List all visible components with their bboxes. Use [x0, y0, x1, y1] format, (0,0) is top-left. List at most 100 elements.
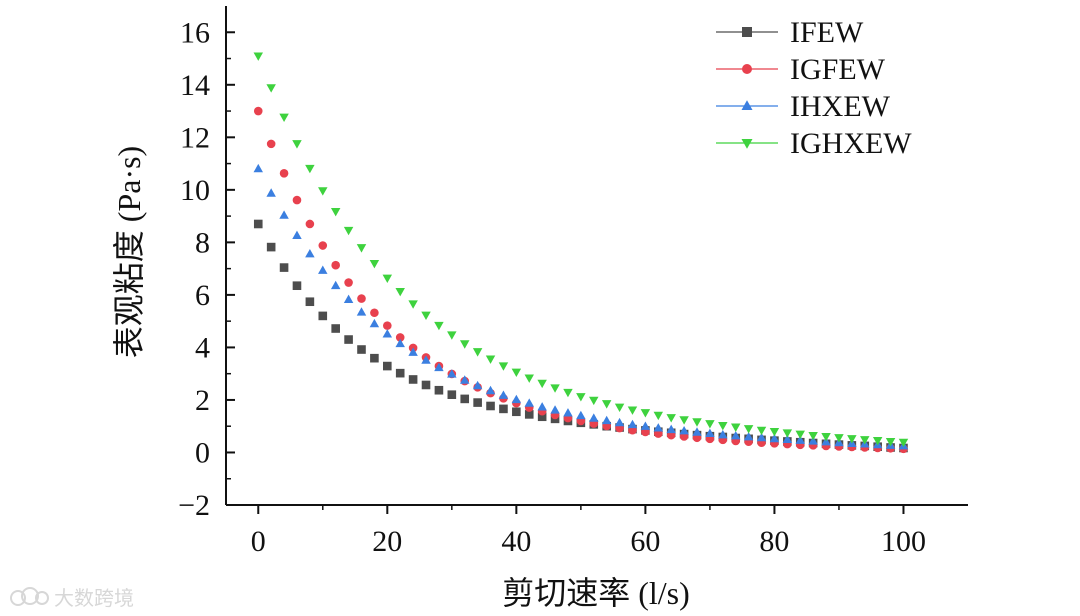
data-point-ifew	[499, 404, 508, 414]
data-point-ifew	[434, 385, 444, 395]
legend-label-igfew: IGFEW	[790, 53, 886, 86]
data-point-ihxew	[730, 430, 741, 440]
data-point-ighxew	[756, 426, 767, 436]
data-point-ihxew	[421, 355, 431, 364]
y-tick-label: 10	[180, 174, 210, 207]
data-point-ighxew	[627, 406, 638, 415]
data-point-ighxew	[898, 438, 909, 448]
legend-marker-igfew	[742, 64, 752, 74]
data-point-ihxew	[692, 427, 702, 436]
data-point-igfew	[344, 278, 353, 287]
x-tick-label: 100	[881, 525, 926, 558]
data-point-ihxew	[460, 375, 470, 384]
data-point-ighxew	[860, 436, 870, 445]
data-point-ighxew	[382, 274, 393, 284]
data-point-ihxew	[705, 428, 715, 438]
data-point-ighxew	[253, 52, 263, 61]
data-point-ighxew	[847, 435, 857, 444]
legend-marker-ifew	[742, 27, 752, 37]
data-point-ihxew	[782, 434, 793, 444]
watermark-text: 大数跨境	[54, 587, 134, 610]
data-point-ihxew	[330, 280, 341, 290]
data-point-ihxew	[537, 402, 547, 411]
data-point-ifew	[370, 353, 379, 363]
data-point-ifew	[318, 311, 328, 321]
data-point-igfew	[253, 106, 263, 116]
data-point-ighxew	[640, 409, 651, 418]
data-point-ihxew	[292, 230, 302, 239]
data-point-igfew	[357, 294, 366, 303]
data-point-ighxew	[666, 414, 676, 423]
data-point-igfew	[370, 308, 379, 318]
data-point-ighxew	[601, 400, 612, 409]
x-tick-label: 20	[372, 525, 402, 558]
data-point-ihxew	[511, 394, 522, 404]
data-point-ihxew	[343, 294, 354, 304]
y-axis-title: 表观粘度 (Pa·s)	[111, 146, 147, 358]
data-point-ighxew	[485, 355, 496, 364]
data-point-ifew	[460, 394, 470, 404]
data-point-ighxew	[318, 187, 328, 196]
data-point-ihxew	[640, 421, 651, 430]
data-point-ihxew	[795, 435, 805, 444]
data-point-ihxew	[576, 410, 586, 420]
data-point-ighxew	[369, 259, 380, 269]
data-point-ighxew	[718, 421, 728, 431]
cloud-logo-icon	[10, 587, 49, 606]
data-point-igfew	[318, 241, 328, 250]
data-point-ifew	[447, 390, 457, 399]
legend-item-igfew: IGFEW	[716, 53, 886, 86]
data-point-ifew	[512, 407, 521, 417]
data-point-ihxew	[563, 408, 573, 417]
data-point-ighxew	[460, 340, 470, 349]
y-tick-label: −2	[178, 489, 210, 522]
data-point-ighxew	[834, 434, 844, 443]
data-point-ihxew	[550, 405, 560, 414]
data-point-ighxew	[434, 321, 444, 331]
data-point-igfew	[266, 139, 276, 149]
y-tick-label: 12	[180, 121, 210, 154]
data-point-ifew	[473, 398, 482, 407]
data-point-ighxew	[511, 368, 522, 378]
data-point-ihxew	[472, 380, 483, 390]
data-point-ighxew	[808, 431, 818, 441]
data-point-ighxew	[589, 396, 599, 406]
data-point-ihxew	[524, 398, 534, 407]
data-point-ighxew	[692, 418, 702, 427]
x-tick-label: 80	[759, 525, 789, 558]
data-point-ifew	[331, 324, 340, 333]
x-tick-label: 40	[501, 525, 531, 558]
data-point-ifew	[408, 375, 418, 384]
data-point-ifew	[279, 263, 289, 272]
data-point-ighxew	[563, 388, 573, 398]
data-point-ihxew	[601, 415, 612, 425]
legend-label-ihxew: IHXEW	[790, 90, 891, 123]
data-point-ighxew	[872, 436, 883, 446]
data-point-ighxew	[705, 420, 715, 429]
data-point-ighxew	[266, 84, 276, 93]
data-point-ighxew	[576, 393, 586, 402]
data-point-ighxew	[408, 300, 418, 309]
data-point-ighxew	[472, 348, 483, 357]
data-point-ihxew	[653, 423, 664, 432]
y-tick-label: 6	[195, 279, 210, 312]
data-point-ighxew	[356, 244, 367, 253]
legend-marker-ighxew	[741, 139, 753, 149]
data-point-ihxew	[769, 433, 780, 443]
legend-marker-ihxew	[741, 100, 753, 110]
data-point-ighxew	[395, 288, 405, 297]
data-point-ighxew	[305, 164, 315, 174]
data-point-ighxew	[330, 207, 341, 217]
data-point-ihxew	[679, 425, 689, 435]
y-tick-label: 14	[180, 69, 210, 102]
data-point-ihxew	[318, 265, 328, 274]
data-point-ihxew	[356, 307, 367, 316]
legend-label-ighxew: IGHXEW	[790, 127, 912, 160]
data-point-ihxew	[266, 188, 276, 197]
data-point-ihxew	[614, 417, 625, 427]
data-point-ihxew	[718, 429, 728, 439]
data-point-ighxew	[769, 428, 780, 437]
data-point-ighxew	[653, 411, 664, 421]
legend-item-ihxew: IHXEW	[716, 90, 891, 123]
